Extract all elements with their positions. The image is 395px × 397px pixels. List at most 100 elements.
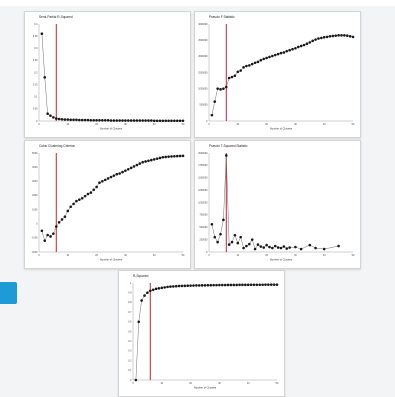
data-point xyxy=(337,244,340,248)
data-point xyxy=(52,232,55,235)
y-tick-label: -1000 xyxy=(31,237,38,240)
chart-title: Semi-Partial R-Squared xyxy=(39,15,73,19)
data-point xyxy=(224,85,228,89)
x-tick-label: 50 xyxy=(276,382,279,385)
x-tick-label: 10 xyxy=(160,382,163,385)
data-point xyxy=(222,87,225,90)
data-point xyxy=(206,283,210,287)
x-tick-label: 30 xyxy=(124,254,127,257)
data-point xyxy=(314,38,317,41)
y-tick-label: 3000 xyxy=(32,180,38,183)
data-point xyxy=(259,58,263,62)
x-tick-label: 0 xyxy=(208,123,210,126)
data-point xyxy=(259,245,263,248)
data-point xyxy=(299,247,303,251)
data-point xyxy=(169,285,172,288)
data-point xyxy=(239,69,242,72)
data-point xyxy=(203,284,207,287)
data-point xyxy=(60,218,64,221)
data-point xyxy=(135,163,139,167)
data-point xyxy=(197,284,201,287)
data-point xyxy=(126,167,130,171)
data-point xyxy=(40,229,44,233)
data-point xyxy=(223,283,227,287)
x-tick-label: 0 xyxy=(38,123,40,126)
x-axis-label: Number of Clusters xyxy=(270,258,293,262)
data-point xyxy=(267,283,270,286)
data-point xyxy=(92,188,96,192)
x-tick-label: 10 xyxy=(66,123,69,126)
data-point xyxy=(124,119,127,122)
x-tick-label: 40 xyxy=(247,382,250,385)
data-point xyxy=(83,194,87,198)
y-tick-label: 500000 xyxy=(200,104,209,107)
data-point xyxy=(258,283,262,287)
data-point xyxy=(103,118,107,122)
y-tick-label: 1 xyxy=(130,282,132,285)
data-point xyxy=(328,34,332,38)
data-point xyxy=(219,88,222,91)
data-point xyxy=(138,162,142,165)
x-tick-label: 20 xyxy=(265,254,268,257)
data-point xyxy=(218,283,221,287)
data-point xyxy=(195,284,198,287)
data-point xyxy=(273,53,277,57)
data-point xyxy=(265,56,268,60)
y-tick-label: 1500000 xyxy=(198,177,208,180)
chart-panel-cubic-clustering-criterion: Cubic Clustering Criterion -2000 -1000 0 100… xyxy=(24,140,191,269)
data-point xyxy=(181,154,185,158)
data-point xyxy=(66,118,70,121)
data-point xyxy=(276,246,280,249)
data-point xyxy=(155,157,159,160)
data-point xyxy=(46,112,49,116)
data-point xyxy=(121,170,124,174)
data-point xyxy=(294,46,297,50)
data-point xyxy=(213,100,217,103)
chart-svg-0: Semi-Partial R-Squared 0 0.05 0.1 0.15 0.2 0.2… xyxy=(33,15,185,131)
x-tick-label: 50 xyxy=(182,254,185,257)
y-tick-label: 0 xyxy=(130,379,132,382)
x-tick-label: 20 xyxy=(265,123,268,126)
data-point xyxy=(262,57,266,61)
chart-title: Cubic Clustering Criterion xyxy=(39,144,76,148)
y-tick-label: 0.2 xyxy=(34,71,38,74)
data-point xyxy=(112,119,116,122)
data-point xyxy=(148,289,152,293)
data-point xyxy=(83,118,87,122)
data-point xyxy=(279,51,283,55)
data-point xyxy=(229,283,233,287)
data-point xyxy=(236,70,240,74)
data-point xyxy=(337,34,340,37)
data-point xyxy=(299,44,303,48)
data-point xyxy=(322,247,326,251)
data-point xyxy=(224,154,228,157)
y-tick-label: 500000 xyxy=(200,226,209,229)
y-tick-label: 0.1 xyxy=(128,369,132,372)
side-tab-button[interactable] xyxy=(0,282,17,304)
data-point xyxy=(242,66,245,69)
x-tick-label: 40 xyxy=(323,123,326,126)
data-point xyxy=(174,284,178,288)
data-point xyxy=(57,117,61,121)
y-tick-label: -2000 xyxy=(31,251,38,254)
data-point xyxy=(138,119,142,122)
data-point xyxy=(233,233,237,237)
data-point xyxy=(311,39,314,43)
data-point xyxy=(151,288,155,292)
data-point xyxy=(322,35,326,39)
data-point xyxy=(212,283,215,287)
data-point xyxy=(49,235,52,238)
data-point xyxy=(46,233,49,237)
data-point xyxy=(210,113,214,117)
data-point xyxy=(276,52,280,56)
data-point xyxy=(43,239,47,242)
y-tick-label: 1750000 xyxy=(198,164,208,167)
data-point xyxy=(268,55,271,59)
data-point xyxy=(294,245,297,249)
y-tick-label: 3000000 xyxy=(198,23,208,26)
data-point xyxy=(144,160,147,163)
data-point xyxy=(172,285,175,288)
data-point xyxy=(75,199,78,203)
data-point xyxy=(209,283,213,287)
data-point xyxy=(238,283,241,287)
